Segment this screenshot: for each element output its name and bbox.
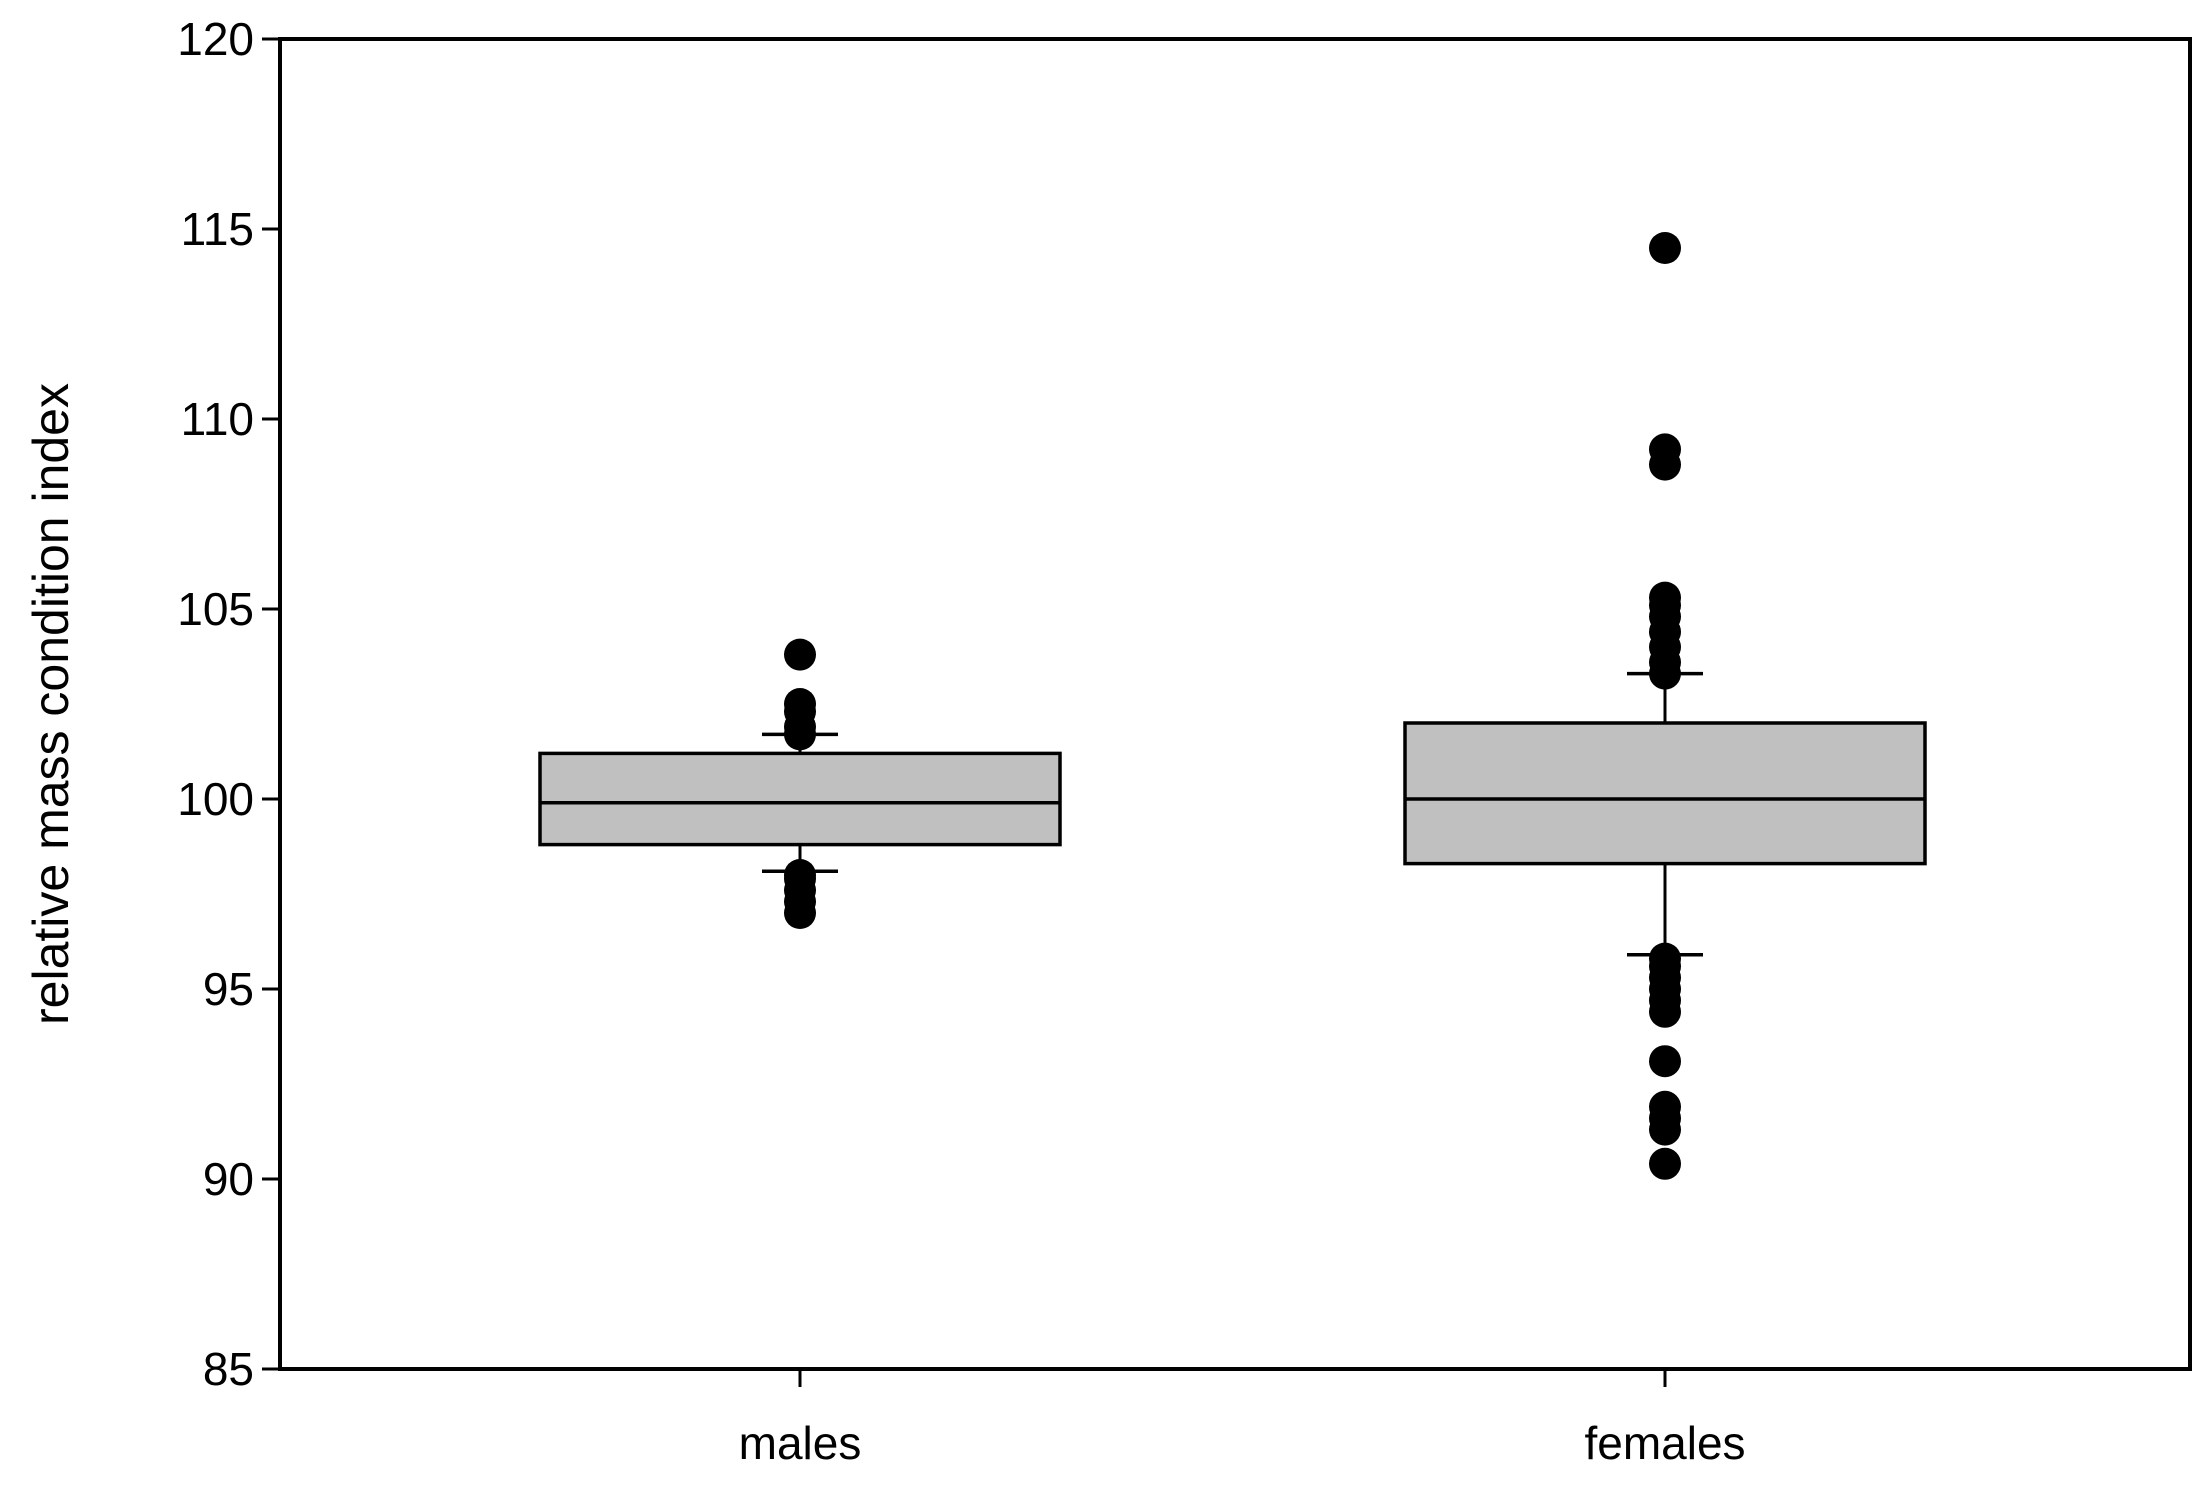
y-tick-label: 90	[203, 1153, 254, 1205]
y-tick-label: 110	[181, 393, 254, 445]
box-females	[1403, 671, 1927, 957]
outlier-point-females	[1649, 942, 1681, 975]
outlier-point-females	[1649, 1045, 1681, 1078]
y-tick-label: 105	[177, 583, 254, 635]
x-axis: males females	[739, 1369, 1746, 1469]
outlier-point-males	[784, 688, 816, 720]
outlier-point-females	[1649, 232, 1681, 264]
outlier-point-females	[1649, 433, 1681, 466]
y-axis: 85 90 95 100 105 110 115 120	[177, 13, 280, 1395]
y-tick-label: 100	[177, 773, 254, 825]
y-tick-label: 95	[203, 963, 254, 1015]
outlier-point-females	[1649, 581, 1681, 614]
boxes-layer	[538, 671, 1927, 957]
box-males	[538, 732, 1062, 873]
interquartile-box	[1403, 721, 1927, 866]
x-tick-label-males: males	[739, 1417, 862, 1469]
y-tick-label: 85	[203, 1343, 254, 1395]
outlier-point-females	[1649, 1090, 1681, 1123]
outliers-layer	[784, 232, 1681, 1180]
outlier-point-males	[784, 638, 816, 671]
x-tick-label-females: females	[1584, 1417, 1745, 1469]
interquartile-box	[538, 751, 1062, 847]
y-tick-label: 115	[181, 203, 254, 255]
outlier-point-females	[1649, 1147, 1681, 1180]
y-axis-title: relative mass condition index	[23, 383, 79, 1025]
y-tick-label: 120	[177, 13, 254, 65]
outlier-point-males	[784, 859, 816, 891]
plot-frame	[278, 37, 2192, 1371]
